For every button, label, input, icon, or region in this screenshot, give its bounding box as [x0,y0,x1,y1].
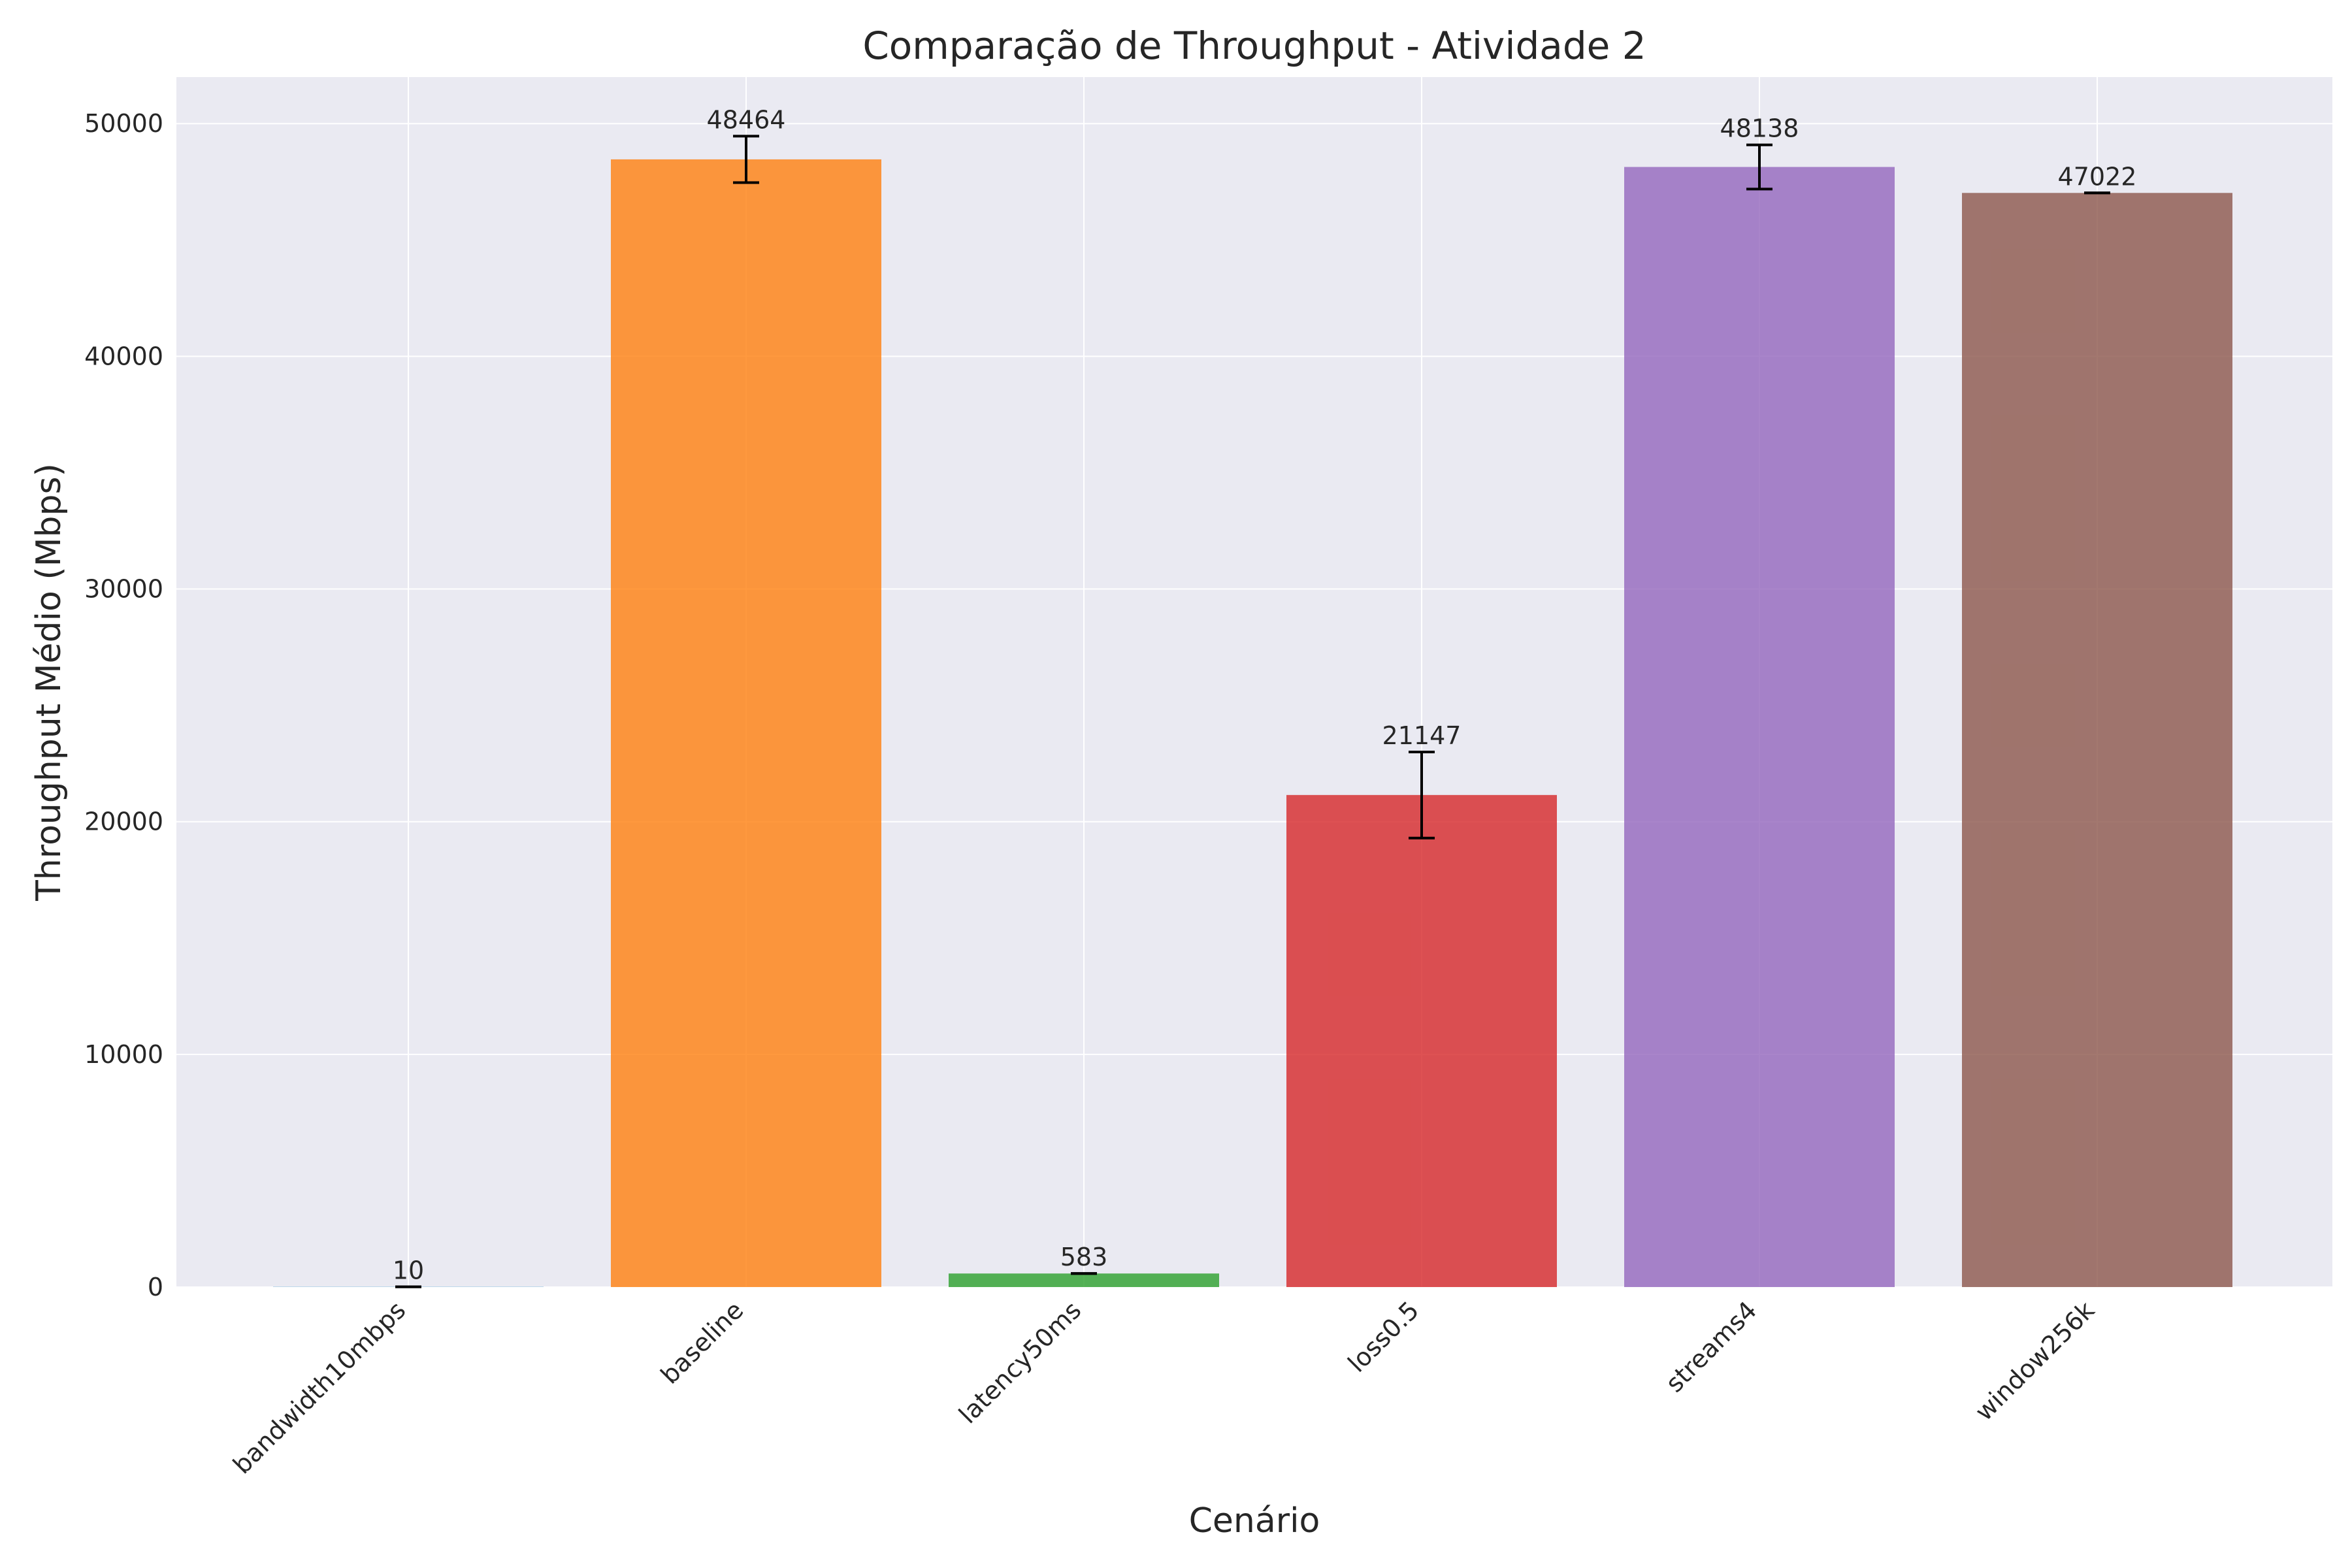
x-axis-ticks: bandwidth10mbps baseline latency50ms loss0.… [227,1296,2100,1479]
x-tick-label-streams4: streams4 [1660,1296,1762,1397]
x-tick-label-latency50ms: latency50ms [953,1296,1086,1429]
x-tick-label-loss0.5: loss0.5 [1343,1296,1425,1378]
x-tick-label-window256k: window256k [1969,1296,2100,1426]
y-tick-label: 30000 [84,575,163,604]
error-bar-baseline [733,135,759,184]
bar-baseline [611,159,881,1287]
x-tick-label-baseline: baseline [655,1296,749,1390]
x-tick-label-bandwidth10mbps: bandwidth10mbps [227,1296,411,1479]
bar-latency50ms [949,1273,1219,1287]
bar-window256k [1962,193,2232,1287]
y-axis-label: Throughput Médio (Mbps) [29,463,69,902]
bar-streams4 [1624,167,1895,1287]
y-axis-ticks: 0 10000 20000 30000 40000 50000 [84,109,163,1301]
y-tick-label: 10000 [84,1040,163,1069]
value-label-loss0.5: 21147 [1382,721,1462,750]
value-label-baseline: 48464 [707,105,786,134]
error-bar-streams4 [1746,143,1772,191]
x-axis-label: Cenário [1189,1501,1320,1541]
y-tick-label: 0 [148,1273,163,1301]
value-label-bandwidth10mbps: 10 [393,1256,424,1285]
error-bars [395,135,2110,1288]
chart-title: Comparação de Throughput - Atividade 2 [862,24,1646,68]
value-labels: 10 48464 583 21147 48138 47022 [393,105,2137,1284]
y-tick-label: 20000 [84,808,163,836]
error-bar-loss0.5 [1409,750,1435,840]
value-label-streams4: 48138 [1720,114,1799,143]
value-label-window256k: 47022 [2058,162,2137,191]
bar-loss0.5 [1286,794,1557,1287]
value-label-latency50ms: 583 [1060,1243,1108,1271]
y-tick-label: 40000 [84,342,163,370]
y-tick-label: 50000 [84,109,163,138]
bars [273,159,2232,1287]
